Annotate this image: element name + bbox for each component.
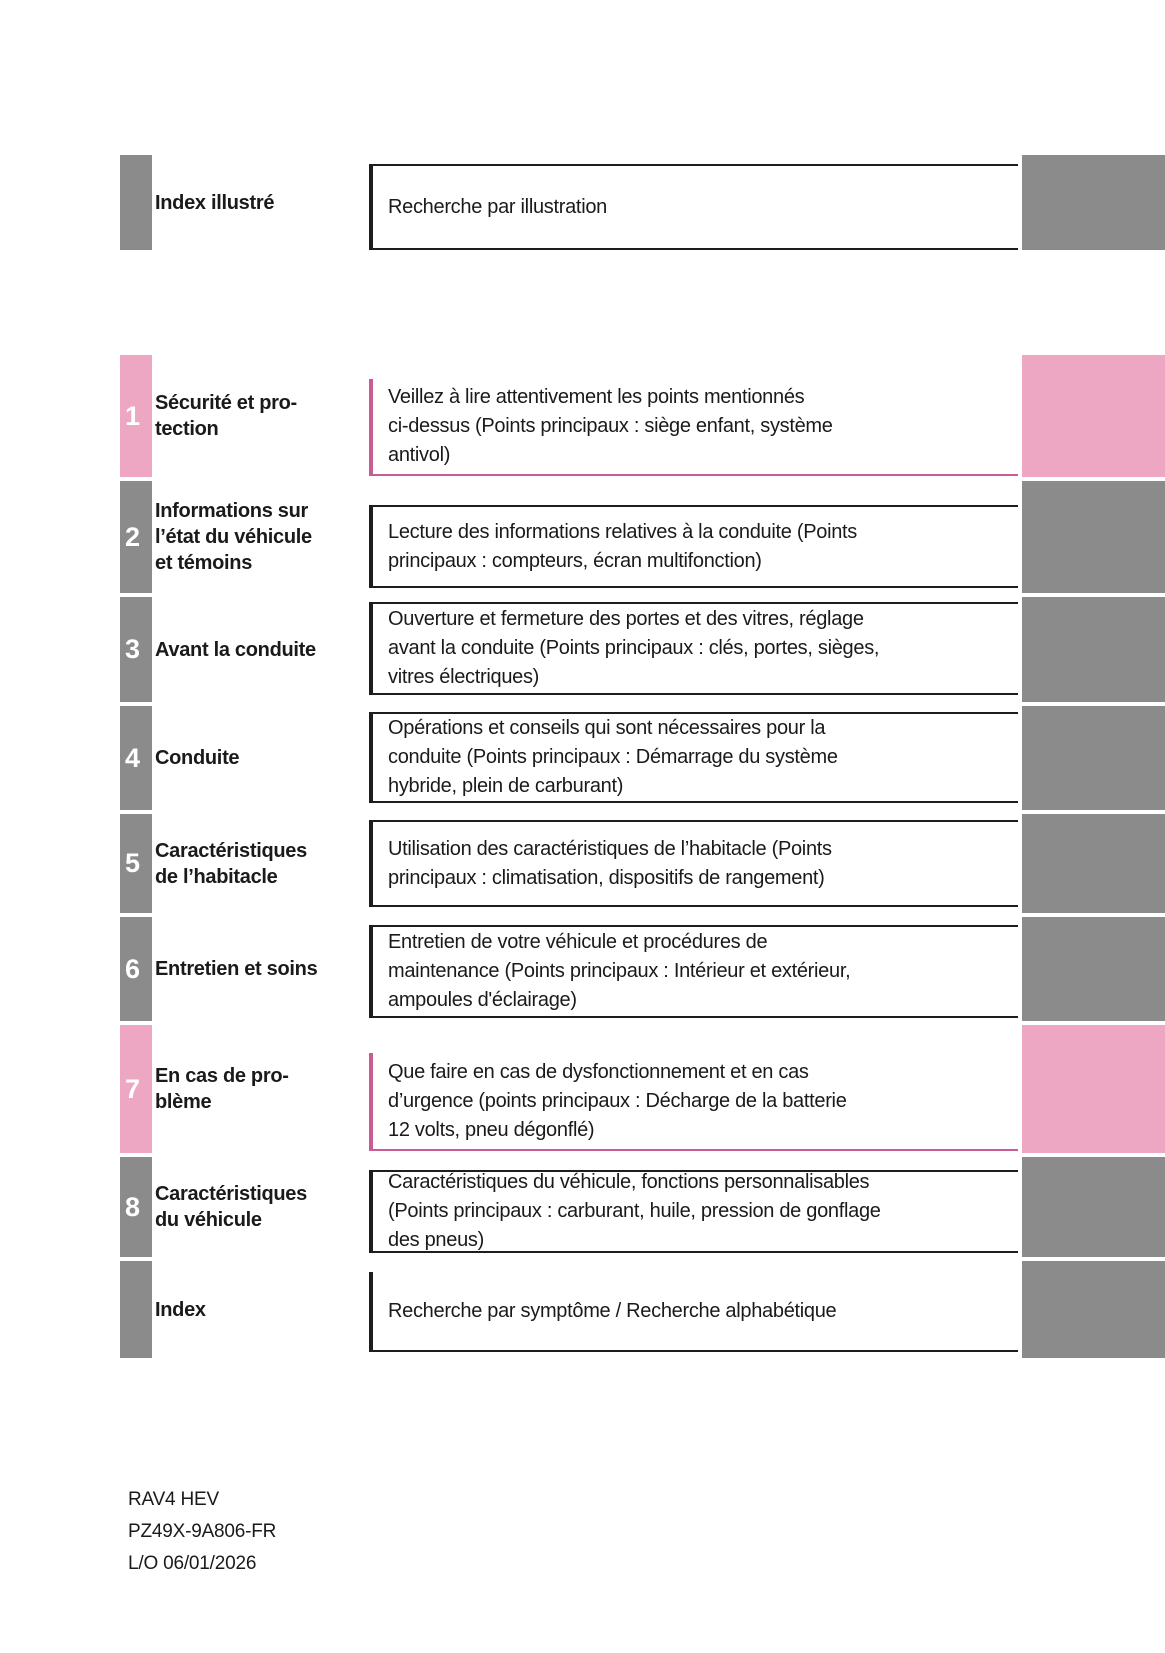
chapter-description-box: Utilisation des caractéristiques de l’ha…: [369, 820, 1018, 907]
chapter-right-tab: [1022, 1261, 1165, 1358]
chapter-title-text: Sécurité et pro- tection: [155, 392, 297, 440]
chapter-description: Caractéristiques du véhicule, fonctions …: [388, 1171, 881, 1251]
chapter-left-tab: 5: [120, 814, 152, 913]
chapter-title: Sécurité et pro- tection: [155, 355, 363, 477]
chapter-right-tab: [1022, 481, 1165, 593]
chapter-left-tab: 4: [120, 706, 152, 810]
chapter-title-text: En cas de pro- blème: [155, 1065, 289, 1113]
chapter-title-text: Index illustré: [155, 191, 275, 214]
chapter-title: En cas de pro- blème: [155, 1025, 363, 1153]
chapter-title-text: Entretien et soins: [155, 958, 318, 980]
chapter-number: 3: [125, 634, 140, 664]
chapter-left-tab: 1: [120, 355, 152, 477]
chapter-description: Entretien de votre véhicule et procédure…: [388, 931, 851, 1011]
toc-row-chapter-1: 1 Sécurité et pro- tection Veillez à lir…: [0, 355, 1165, 477]
chapter-title: Informations sur l’état du véhicule et t…: [155, 481, 363, 593]
chapter-number: 1: [125, 400, 140, 431]
footer: RAV4 HEV PZ49X-9A806-FR L/O 06/01/2026: [128, 1484, 276, 1580]
footer-layout-date: L/O 06/01/2026: [128, 1553, 257, 1574]
chapter-left-tab: 6: [120, 917, 152, 1021]
chapter-left-tab: [120, 155, 152, 250]
toc-row-chapter-7: 7 En cas de pro- blème Que faire en cas …: [0, 1025, 1165, 1153]
chapter-description-box: Opérations et conseils qui sont nécessai…: [369, 712, 1018, 803]
chapter-number: 5: [125, 848, 140, 878]
chapter-title: Avant la conduite: [155, 597, 363, 702]
chapter-title: Index: [155, 1261, 363, 1358]
chapter-title-text: Caractéristiques de l’habitacle: [155, 839, 307, 888]
chapter-left-tab: 2: [120, 481, 152, 593]
chapter-title: Index illustré: [155, 155, 363, 250]
chapter-left-tab: 3: [120, 597, 152, 702]
toc-row-index: Index Recherche par symptôme / Recherche…: [0, 1261, 1165, 1358]
toc-row-chapter-3: 3 Avant la conduite Ouverture et fermetu…: [0, 597, 1165, 702]
chapter-title: Entretien et soins: [155, 917, 363, 1021]
chapter-description: Recherche par symptôme / Recherche alpha…: [388, 1299, 837, 1322]
chapter-right-tab: [1022, 1025, 1165, 1153]
chapter-title: Caractéristiques du véhicule: [155, 1157, 363, 1257]
footer-model: RAV4 HEV: [128, 1489, 219, 1510]
chapter-number: 8: [125, 1191, 140, 1222]
chapter-title-text: Caractéristiques du véhicule: [155, 1183, 307, 1231]
chapter-description: Que faire en cas de dysfonctionnement et…: [388, 1060, 847, 1141]
chapter-right-tab: [1022, 355, 1165, 477]
chapter-description-box: Caractéristiques du véhicule, fonctions …: [369, 1170, 1018, 1253]
toc-row-chapter-8: 8 Caractéristiques du véhicule Caractéri…: [0, 1157, 1165, 1257]
chapter-description-box: Recherche par symptôme / Recherche alpha…: [369, 1272, 1018, 1352]
chapter-right-tab: [1022, 917, 1165, 1021]
chapter-description: Ouverture et fermeture des portes et des…: [388, 608, 880, 688]
chapter-right-tab: [1022, 1157, 1165, 1257]
chapter-title-text: Informations sur l’état du véhicule et t…: [155, 500, 312, 574]
chapter-description: Lecture des informations relatives à la …: [388, 520, 858, 572]
chapter-description-box: Recherche par illustration: [369, 164, 1018, 250]
chapter-description-box: Ouverture et fermeture des portes et des…: [369, 602, 1018, 695]
chapter-description: Utilisation des caractéristiques de l’ha…: [388, 837, 832, 889]
chapter-number: 4: [125, 742, 140, 773]
chapter-description-box: Veillez à lire attentivement les points …: [369, 379, 1018, 476]
chapter-title-text: Conduite: [155, 747, 240, 769]
footer-part-number: PZ49X-9A806-FR: [128, 1521, 277, 1542]
toc-row-index-illustre: Index illustré Recherche par illustratio…: [0, 155, 1165, 250]
chapter-description-box: Entretien de votre véhicule et procédure…: [369, 925, 1018, 1018]
chapter-number: 6: [125, 953, 140, 984]
chapter-title: Conduite: [155, 706, 363, 810]
chapter-left-tab: [120, 1261, 152, 1358]
chapter-description: Veillez à lire attentivement les points …: [388, 386, 833, 466]
toc-row-chapter-6: 6 Entretien et soins Entretien de votre …: [0, 917, 1165, 1021]
toc-row-chapter-5: 5 Caractéristiques de l’habitacle Utilis…: [0, 814, 1165, 913]
chapter-right-tab: [1022, 814, 1165, 913]
chapter-number: 7: [125, 1073, 140, 1104]
chapter-description: Recherche par illustration: [388, 195, 607, 218]
toc-row-chapter-2: 2 Informations sur l’état du véhicule et…: [0, 481, 1165, 593]
chapter-left-tab: 7: [120, 1025, 152, 1153]
chapter-title-text: Avant la conduite: [155, 638, 316, 661]
chapter-right-tab: [1022, 155, 1165, 250]
toc-row-chapter-4: 4 Conduite Opérations et conseils qui so…: [0, 706, 1165, 810]
chapter-number: 2: [125, 521, 140, 552]
chapter-description-box: Lecture des informations relatives à la …: [369, 505, 1018, 588]
chapter-left-tab: 8: [120, 1157, 152, 1257]
chapter-right-tab: [1022, 597, 1165, 702]
chapter-description-box: Que faire en cas de dysfonctionnement et…: [369, 1053, 1018, 1151]
chapter-title-text: Index: [155, 1298, 206, 1321]
chapter-description: Opérations et conseils qui sont nécessai…: [388, 717, 838, 797]
chapter-title: Caractéristiques de l’habitacle: [155, 814, 363, 913]
chapter-right-tab: [1022, 706, 1165, 810]
